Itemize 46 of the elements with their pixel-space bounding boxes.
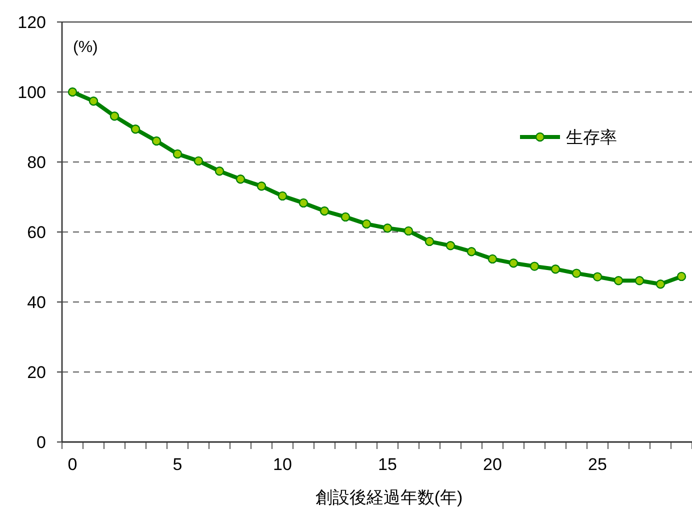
point (110, 112, 120, 121)
point (362, 219, 372, 229)
point (466, 247, 476, 256)
point (446, 241, 456, 250)
point (298, 198, 308, 208)
point (152, 136, 162, 146)
point (172, 149, 182, 159)
y-tick-label: 80 (27, 153, 46, 172)
y-tick-label: 40 (27, 293, 46, 312)
point (68, 87, 78, 97)
point (278, 191, 288, 201)
point (404, 226, 414, 236)
point (236, 174, 246, 184)
x-axis-title: 創設後経過年数(年) (315, 488, 463, 507)
point (614, 276, 624, 286)
x-tick-label: 25 (588, 455, 607, 474)
point (340, 212, 350, 222)
x-tick-label: 5 (172, 455, 182, 474)
point (130, 124, 140, 134)
x-tick-label: 10 (273, 455, 292, 474)
point (634, 276, 644, 286)
point (656, 280, 666, 289)
x-tick-label: 20 (483, 455, 502, 474)
y-tick-label: 60 (27, 223, 46, 242)
y-axis-title: (%) (73, 39, 98, 56)
point (592, 272, 602, 282)
point (488, 254, 498, 264)
y-tick-label: 120 (18, 13, 46, 32)
point (214, 166, 224, 176)
point (320, 206, 330, 216)
point (256, 182, 266, 191)
point (572, 268, 582, 278)
y-tick-label: 100 (18, 83, 46, 102)
point (508, 258, 518, 268)
point (530, 262, 540, 271)
point (550, 264, 560, 274)
point (676, 272, 686, 282)
y-tick-label: 0 (36, 433, 46, 452)
point (194, 156, 204, 166)
point (88, 96, 98, 106)
legend-label: 生存率 (566, 128, 617, 147)
y-tick-label: 20 (27, 363, 46, 382)
point (382, 224, 392, 233)
point (424, 236, 434, 246)
x-tick-label: 15 (378, 455, 397, 474)
x-tick-label: 0 (68, 455, 78, 474)
